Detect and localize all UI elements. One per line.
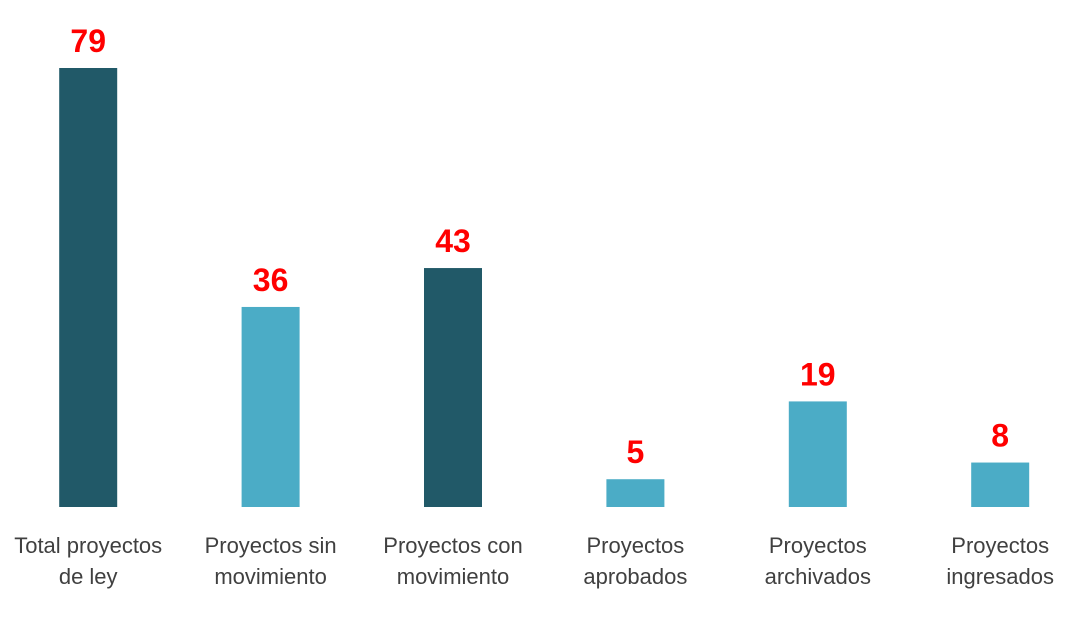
category-label: Total proyectos de ley (14, 533, 163, 589)
category-label: Proyectos ingresados (946, 533, 1054, 589)
bar (241, 306, 300, 507)
value-label: 8 (991, 418, 1009, 454)
value-label: 36 (253, 262, 289, 298)
category-label: Proyectos archivados (764, 533, 871, 589)
bar (971, 462, 1030, 507)
category-label: Proyectos con movimiento (383, 533, 523, 589)
category-label: Proyectos sin movimiento (204, 533, 337, 589)
category-label: Proyectos aprobados (583, 533, 688, 589)
value-label: 43 (435, 223, 471, 259)
bar (788, 401, 847, 507)
value-label: 5 (627, 434, 645, 470)
bar (606, 479, 665, 507)
bar (59, 68, 118, 507)
value-label: 79 (70, 23, 106, 59)
bar (424, 268, 482, 507)
value-label: 19 (800, 356, 836, 392)
